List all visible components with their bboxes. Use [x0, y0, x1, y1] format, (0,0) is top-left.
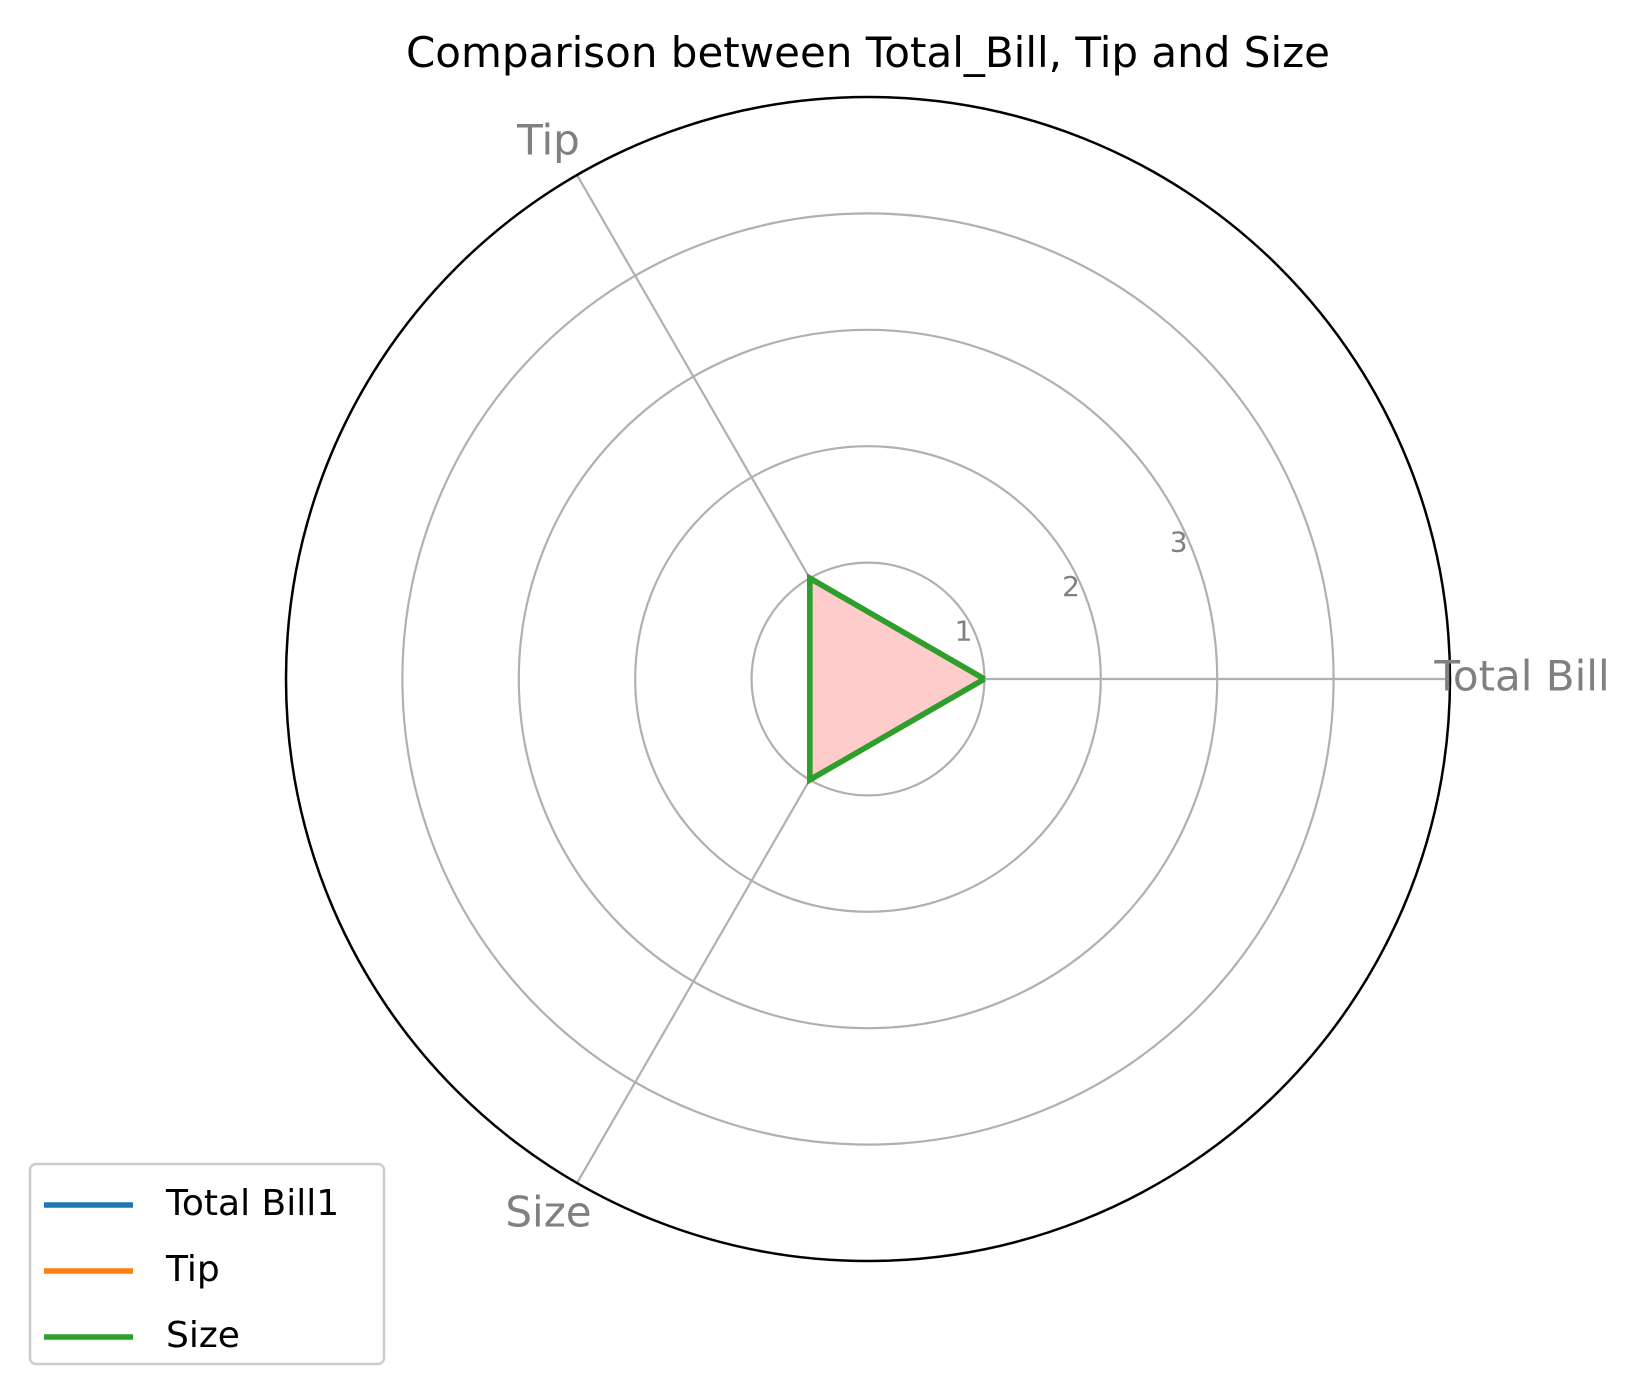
chart-title: Comparison between Total_Bill, Tip and S…	[406, 28, 1330, 77]
data-fill	[809, 578, 985, 780]
series-line-size	[807, 573, 986, 785]
data-series	[807, 573, 986, 785]
radial-tick-label: 2	[1062, 570, 1080, 603]
category-label-size: Size	[505, 1188, 591, 1237]
area-fill	[809, 578, 985, 780]
legend-label: Total Bill1	[165, 1183, 339, 1224]
legend-box	[28, 1162, 386, 1366]
legend-label: Tip	[165, 1249, 220, 1290]
outer-frame	[284, 95, 1452, 1263]
radial-tick-label: 1	[955, 614, 973, 647]
legend-label: Size	[166, 1315, 240, 1356]
category-label-tip: Tip	[516, 115, 580, 164]
category-labels: Total Bill Tip Size	[505, 115, 1609, 1236]
radial-tick-label: 3	[1170, 525, 1188, 558]
category-label-total-bill: Total Bill	[1433, 652, 1609, 701]
radial-tick-labels: 1 2 3	[955, 525, 1188, 647]
legend: Total Bill1 Tip Size	[28, 1162, 386, 1366]
